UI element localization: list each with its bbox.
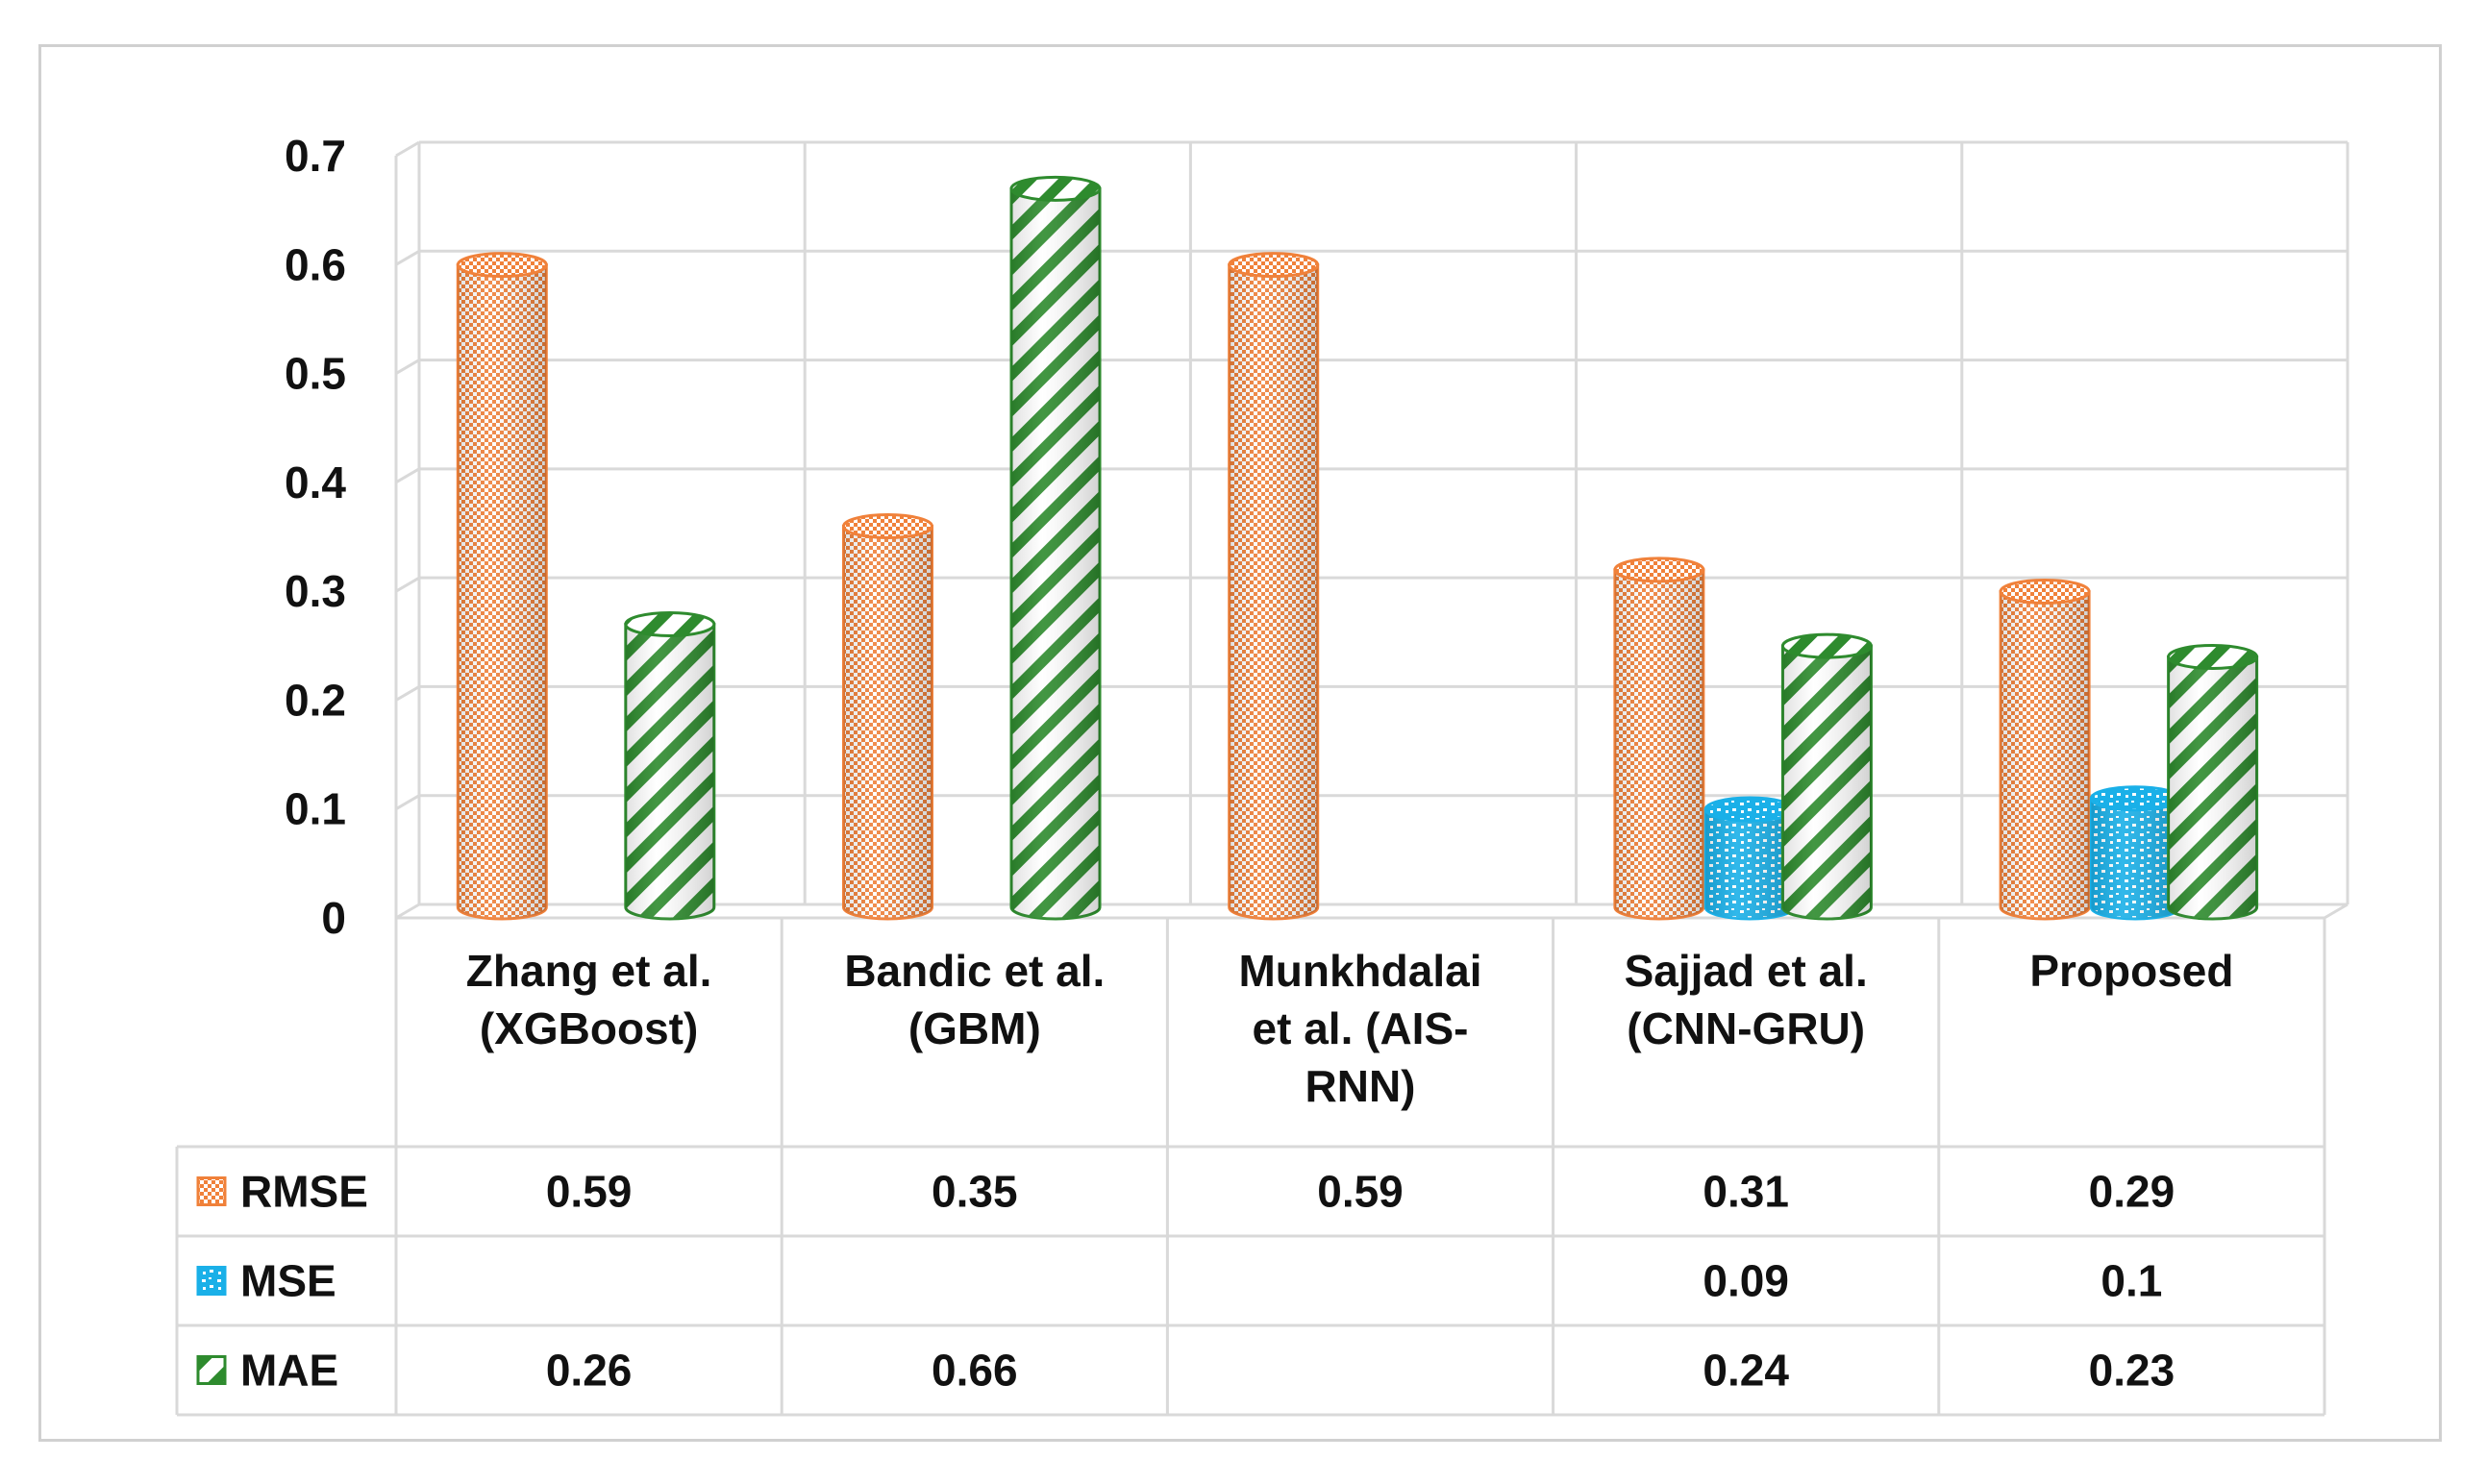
category-label: (XGBoost)	[480, 1003, 698, 1053]
gridline-depth	[395, 576, 420, 593]
cylinder-shade	[2001, 591, 2090, 920]
bar-rmse	[1999, 578, 2091, 921]
bar-mae	[1009, 175, 1102, 921]
floor-right-edge	[2324, 903, 2349, 920]
category-label: Sajjad et al.	[1625, 946, 1868, 996]
y-tick-label: 0.1	[285, 784, 346, 834]
table-cell-value: 0.23	[2089, 1346, 2175, 1396]
cylinder-shade	[1705, 809, 1795, 920]
cylinder-top	[624, 610, 716, 637]
cylinder-top	[841, 513, 933, 539]
cylinder-top	[1703, 796, 1796, 823]
category-label: Proposed	[2029, 946, 2233, 996]
cylinder-shade	[1614, 569, 1703, 920]
gridline-depth	[395, 794, 420, 811]
table-cell-value: 0.1	[2101, 1256, 2162, 1306]
gridline-depth	[395, 249, 420, 266]
y-tick-label: 0	[321, 893, 346, 943]
y-tick-label: 0.5	[285, 349, 346, 399]
cylinder-shade	[1011, 188, 1101, 920]
y-tick-label: 0.3	[285, 566, 346, 616]
gridline-depth	[395, 140, 420, 158]
bar-mae	[624, 610, 716, 921]
category-label: (GBM)	[908, 1003, 1041, 1053]
cylinder-top	[1613, 556, 1705, 583]
table-cell-value: 0.35	[932, 1167, 1018, 1217]
table-cell-value: 0.59	[1317, 1167, 1404, 1217]
cylinder-top	[1999, 578, 2091, 605]
gridline-depth	[395, 903, 420, 920]
legend-label-mse: MSE	[240, 1256, 336, 1306]
table-cell-value: 0.26	[546, 1346, 633, 1396]
gridline-depth	[395, 467, 420, 484]
table-cell-value: 0.29	[2089, 1167, 2175, 1217]
bar-mse	[1703, 796, 1796, 921]
category-label: Zhang et al.	[466, 946, 712, 996]
cylinder-shade	[2168, 656, 2257, 920]
cylinder-top	[1780, 632, 1873, 659]
cylinder-top	[1228, 252, 1320, 279]
cylinder-shade	[2091, 798, 2180, 920]
category-label: (CNN-GRU)	[1627, 1003, 1865, 1053]
gridline-depth	[395, 685, 420, 702]
cylinder-top	[2167, 643, 2259, 670]
cylinder-shade	[843, 526, 932, 920]
gridline-depth	[395, 359, 420, 375]
bar-mae	[1780, 632, 1873, 921]
legend-key-mse	[196, 1266, 227, 1296]
cylinder-top	[1009, 175, 1102, 202]
category-label: Munkhdalai	[1238, 946, 1481, 996]
cylinder-shade	[458, 264, 547, 920]
table-cell-value: 0.66	[932, 1346, 1018, 1396]
legend-key-rmse	[196, 1176, 227, 1206]
table-cell-value: 0.31	[1703, 1167, 1789, 1217]
cylinder-shade	[1229, 264, 1318, 920]
category-label: et al. (AIS-	[1253, 1003, 1469, 1053]
table-cell-value: 0.09	[1703, 1256, 1789, 1306]
bar-rmse	[456, 252, 548, 921]
legend-label-rmse: RMSE	[240, 1167, 368, 1217]
table-cell-value: 0.59	[546, 1167, 633, 1217]
bar-rmse	[1613, 556, 1705, 921]
bar-rmse	[841, 513, 933, 921]
y-tick-label: 0.2	[285, 675, 346, 725]
category-label: RNN)	[1305, 1061, 1416, 1111]
y-tick-label: 0.4	[285, 458, 346, 507]
bar-mae	[2167, 643, 2259, 921]
bar-rmse	[1228, 252, 1320, 921]
category-label: Bandic et al.	[844, 946, 1105, 996]
y-tick-label: 0.6	[285, 239, 346, 289]
cylinder-shade	[1782, 646, 1872, 920]
cylinder-top	[2089, 785, 2181, 812]
legend-label-mae: MAE	[240, 1346, 338, 1396]
cylinder-shade	[625, 624, 714, 920]
table-cell-value: 0.24	[1703, 1346, 1789, 1396]
y-tick-label: 0.7	[285, 131, 346, 181]
legend-key-mae	[196, 1355, 227, 1385]
chart-frame	[38, 44, 2442, 1442]
cylinder-top	[456, 252, 548, 279]
bar-mse	[2089, 785, 2181, 921]
